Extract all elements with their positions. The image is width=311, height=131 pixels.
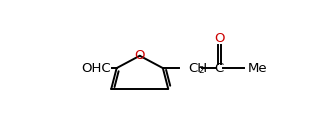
Text: O: O xyxy=(214,32,224,45)
Text: C: C xyxy=(215,62,224,75)
Text: CH: CH xyxy=(188,62,207,75)
Text: OHC: OHC xyxy=(81,62,111,75)
Text: O: O xyxy=(134,49,145,62)
Text: Me: Me xyxy=(248,62,267,75)
Text: 2: 2 xyxy=(198,66,204,75)
